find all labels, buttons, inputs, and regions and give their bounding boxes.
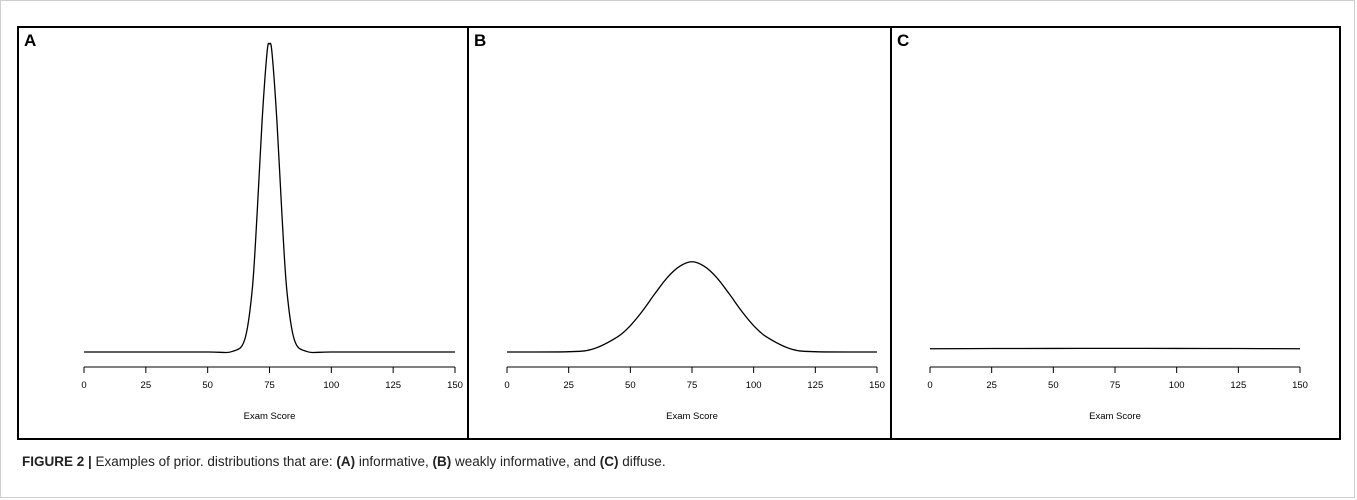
x-tick-label: 25 — [141, 380, 152, 391]
caption-c: (C) — [599, 454, 619, 469]
panel-letter-c: C — [897, 31, 909, 50]
x-tick-label: 50 — [625, 380, 636, 391]
panel-a: A 0 25 50 75 100 125 150 Exam Score — [24, 31, 463, 422]
panel-letter-a: A — [24, 31, 36, 50]
x-tick-label: 25 — [986, 380, 997, 391]
panel-a-box — [17, 26, 469, 440]
x-tick-label: 125 — [807, 380, 823, 391]
x-axis-label: Exam Score — [244, 411, 296, 422]
x-tick-label: 100 — [746, 380, 762, 391]
x-tick-label: 0 — [927, 380, 932, 391]
panel-b: B 0 25 50 75 100 125 150 Exam Score — [474, 31, 885, 422]
caption-text-2: informative, — [355, 454, 433, 469]
x-tick-label: 150 — [869, 380, 885, 391]
caption-b: (B) — [432, 454, 452, 469]
figure-caption: FIGURE 2 | Examples of prior. distributi… — [22, 454, 1332, 469]
density-curve-a — [83, 42, 455, 354]
x-tick-label: 75 — [264, 380, 275, 391]
x-axis-label: Exam Score — [1089, 411, 1141, 422]
caption-a: (A) — [336, 454, 356, 469]
caption-label: FIGURE 2 | — [22, 454, 92, 469]
caption-text-1: Examples of prior. distributions that ar… — [91, 454, 337, 469]
x-tick-label: 100 — [323, 380, 339, 391]
panel-c-box — [890, 26, 1341, 440]
figure-panels: A 0 25 50 75 100 125 150 Exam Score B 0 25 50 75 100 1… — [17, 26, 1341, 440]
panel-letter-b: B — [474, 31, 486, 50]
density-curve-b — [506, 261, 878, 353]
x-tick-label: 125 — [1230, 380, 1246, 391]
x-tick-label: 25 — [563, 380, 574, 391]
caption-text-4: diffuse. — [618, 454, 666, 469]
x-tick-label: 50 — [1048, 380, 1059, 391]
caption-text-3: weakly informative, and — [451, 454, 600, 469]
x-tick-label: 75 — [687, 380, 698, 391]
panel-c: C 0 25 50 75 100 125 150 Exam Score — [897, 31, 1308, 422]
x-tick-label: 100 — [1169, 380, 1185, 391]
x-tick-label: 125 — [385, 380, 401, 391]
x-tick-label: 50 — [202, 380, 213, 391]
x-axis-label: Exam Score — [666, 411, 718, 422]
x-tick-label: 0 — [504, 380, 509, 391]
x-tick-label: 150 — [1292, 380, 1308, 391]
panel-b-box — [467, 26, 892, 440]
x-tick-label: 75 — [1110, 380, 1121, 391]
x-tick-label: 0 — [81, 380, 86, 391]
x-tick-label: 150 — [447, 380, 463, 391]
